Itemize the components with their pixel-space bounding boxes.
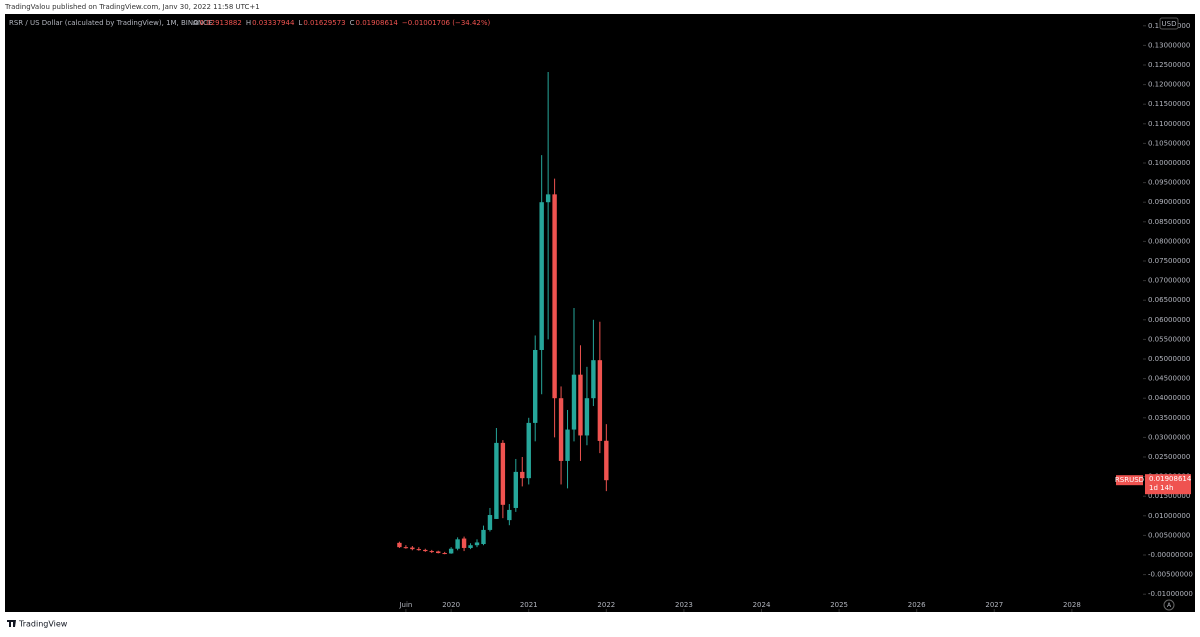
x-tick-label: 2027 [985, 601, 1003, 609]
candle-body [442, 553, 447, 555]
x-tick-label: 2025 [830, 601, 848, 609]
y-tick-label: 0.11000000 [1148, 120, 1190, 128]
x-tick-label: 2021 [520, 601, 538, 609]
candle-body [584, 398, 590, 436]
footer-brand: TradingView [18, 620, 68, 629]
candle-body [558, 398, 564, 461]
y-tick-label: 0.09500000 [1148, 179, 1190, 187]
candle-body [526, 422, 531, 479]
candle-body [423, 549, 428, 552]
ohlc-letter: C [350, 19, 355, 27]
candle-body [397, 542, 402, 548]
y-tick-label: 0.08000000 [1148, 237, 1190, 245]
y-tick-label: 0.10500000 [1148, 139, 1190, 147]
candle-body [429, 551, 434, 553]
publisher: TradingValou published on TradingView.co… [4, 3, 260, 11]
candle-body [591, 360, 596, 399]
candle-body [481, 529, 486, 545]
y-tick-label: -0.00000000 [1148, 551, 1193, 559]
symbol-label: RSRUSD [1115, 476, 1144, 484]
y-tick-label: -0.01000000 [1148, 590, 1193, 598]
y-tick-label: 0.03000000 [1148, 433, 1190, 441]
countdown-label: 1d 14h [1149, 484, 1173, 492]
y-tick-label: 0.11500000 [1148, 100, 1190, 108]
x-tick-label: Juin [398, 601, 412, 609]
y-tick-label: 0.06000000 [1148, 316, 1190, 324]
y-tick-label: 0.05000000 [1148, 355, 1190, 363]
ohlc-letter: O [193, 19, 199, 27]
y-tick-label: 0.08500000 [1148, 218, 1190, 226]
y-tick-label: 0.01500000 [1148, 492, 1190, 500]
ohlc-header: O 0.02913882 H 0.03337944 L 0.01629573 C 0.0190… [193, 19, 491, 27]
ohlc-letter: H [246, 19, 251, 27]
y-tick-label: 0.12500000 [1148, 61, 1190, 69]
ohlc-value: 0.01908614 [356, 19, 399, 27]
candle-body [565, 429, 570, 461]
plot: -0.01000000 -0.00500000 -0.00000000 0.00500… [397, 22, 1193, 612]
y-tick-label: 0.07500000 [1148, 257, 1190, 265]
candle-body [448, 548, 454, 554]
candle-body [533, 349, 538, 423]
x-tick-label: 2022 [597, 601, 615, 609]
candle-body [474, 542, 480, 546]
chart-title: RSR / US Dollar (calculated by TradingVi… [9, 19, 212, 27]
symbol-tag [1116, 475, 1143, 486]
candle-body [455, 539, 460, 549]
y-tick-label: 0.13000000 [1148, 41, 1190, 49]
x-tick-label: 2028 [1063, 601, 1081, 609]
chart-background [5, 14, 1195, 612]
candle-body [416, 549, 422, 551]
candle-body [436, 551, 441, 554]
candle-body [494, 442, 499, 519]
y-tick-label: 0.05500000 [1148, 335, 1190, 343]
ohlc-value: 0.02913882 [200, 19, 242, 27]
price-label: 0.01908614 [1149, 475, 1192, 483]
y-tick-label: 0.09000000 [1148, 198, 1190, 206]
y-tick-label: -0.00500000 [1148, 571, 1193, 579]
candle-body [403, 547, 409, 549]
candle-body [487, 515, 493, 530]
ohlc-letter: L [298, 19, 302, 27]
ohlc-value: 0.03337944 [252, 19, 295, 27]
auto-scale-label: A [1167, 602, 1172, 609]
currency: USD [1162, 20, 1177, 28]
y-tick-label: 0.10000000 [1148, 159, 1190, 167]
candle-body [520, 471, 525, 479]
x-tick-label: 2026 [908, 601, 926, 609]
candle-body [545, 194, 551, 203]
candle-body [552, 194, 557, 399]
candle-body [571, 374, 577, 430]
x-tick-label: 2024 [753, 601, 771, 609]
y-tick-label: 0.12000000 [1148, 81, 1190, 89]
candle-body [597, 360, 603, 441]
y-tick-label: 0.04500000 [1148, 375, 1190, 383]
price-tag [1145, 474, 1191, 495]
candle-body [513, 471, 519, 508]
change: −0.01001706 (−34.42%) [402, 19, 491, 27]
candle-body [468, 545, 473, 548]
candle-body [500, 442, 506, 505]
y-tick-label: 0.02500000 [1148, 453, 1190, 461]
candle-body [461, 538, 467, 548]
y-tick-label: 0.07000000 [1148, 277, 1190, 285]
ohlc-value: 0.01629573 [303, 19, 345, 27]
y-tick-label: 0.06500000 [1148, 296, 1190, 304]
y-tick-label: 0.04000000 [1148, 394, 1190, 402]
currency-box [1159, 17, 1179, 30]
auto-scale-button[interactable] [1163, 599, 1175, 611]
candle-body [507, 509, 512, 521]
candle-body [604, 440, 609, 481]
y-tick-label: 0.00500000 [1148, 531, 1190, 539]
y-tick-label: 0.01000000 [1148, 512, 1190, 520]
x-tick-label: 2020 [442, 601, 460, 609]
y-tick-label: 0.03500000 [1148, 414, 1190, 422]
brand-logo [7, 620, 16, 627]
x-tick-label: 2023 [675, 601, 693, 609]
candle-body [410, 547, 415, 550]
candle-body [539, 202, 544, 350]
candle-body [578, 374, 583, 436]
